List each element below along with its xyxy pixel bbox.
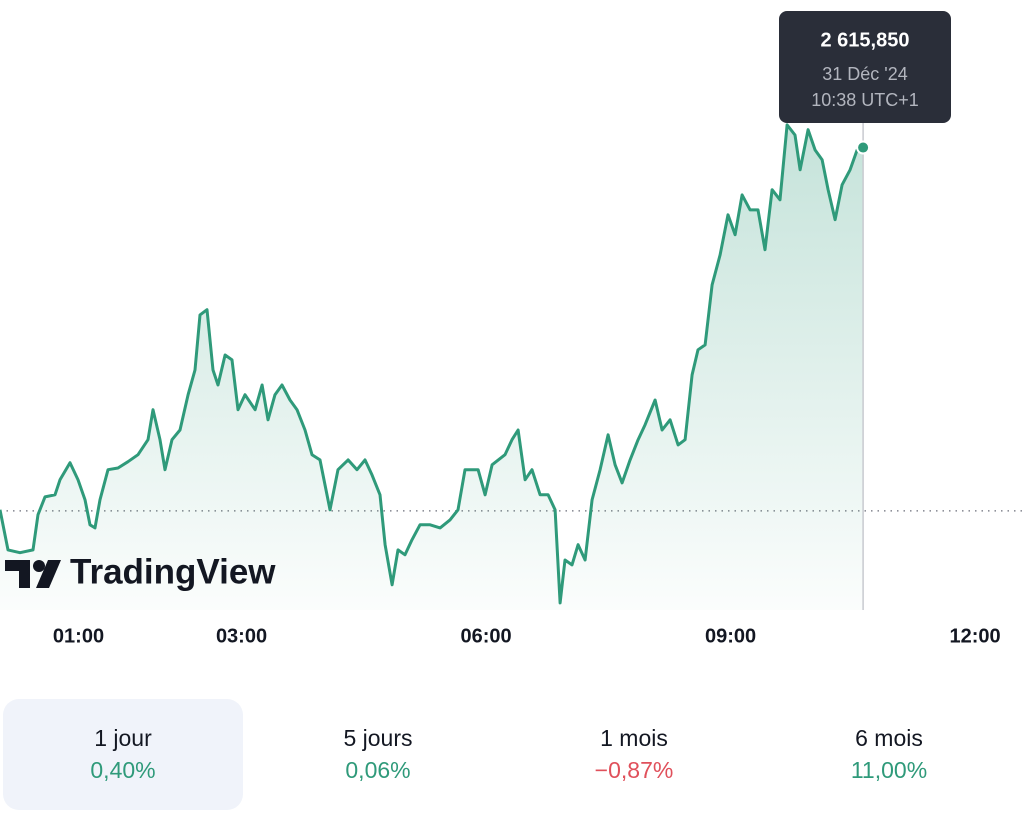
period-selected-bg xyxy=(3,699,243,810)
period-label: 1 mois xyxy=(600,725,668,751)
tooltip-date: 31 Déc '24 xyxy=(822,64,908,84)
period-button[interactable]: 1 mois −0,87% xyxy=(595,725,674,783)
period-button[interactable]: 1 jour 0,40% xyxy=(3,699,243,810)
logo-icon xyxy=(33,560,45,572)
period-label: 5 jours xyxy=(343,725,412,751)
period-label: 6 mois xyxy=(855,725,923,751)
x-tick-label: 06:00 xyxy=(460,625,511,647)
period-selector: 1 jour 0,40% 5 jours 0,06% 1 mois −0,87% 6 moi… xyxy=(3,699,927,810)
area xyxy=(0,124,864,611)
period-change: −0,87% xyxy=(595,757,674,783)
tooltip-time: 10:38 UTC+1 xyxy=(811,90,919,110)
tooltip: 2 615,850 31 Déc '24 10:38 UTC+1 xyxy=(779,11,951,123)
logo-text: TradingView xyxy=(70,552,276,591)
logo-icon xyxy=(36,560,61,588)
x-tick-label: 12:00 xyxy=(950,625,1001,647)
period-label: 1 jour xyxy=(94,725,152,751)
period-change: 0,40% xyxy=(90,757,155,783)
x-tick-label: 09:00 xyxy=(705,625,756,647)
period-change: 0,06% xyxy=(345,757,410,783)
price-line xyxy=(0,123,864,605)
period-button[interactable]: 5 jours 0,06% xyxy=(343,725,412,783)
x-tick-label: 01:00 xyxy=(53,625,104,647)
tooltip-box xyxy=(779,11,951,123)
plot-area: 01:00 03:00 06:00 09:00 12:00 xyxy=(0,123,1024,647)
period-button[interactable]: 6 mois 11,00% xyxy=(851,725,927,783)
x-tick-label: 03:00 xyxy=(216,625,267,647)
logo: TradingView xyxy=(5,552,276,591)
tooltip-value: 2 615,850 xyxy=(821,29,910,51)
logo-icon xyxy=(5,560,30,588)
period-change: 11,00% xyxy=(851,757,927,783)
last-point xyxy=(856,140,871,155)
